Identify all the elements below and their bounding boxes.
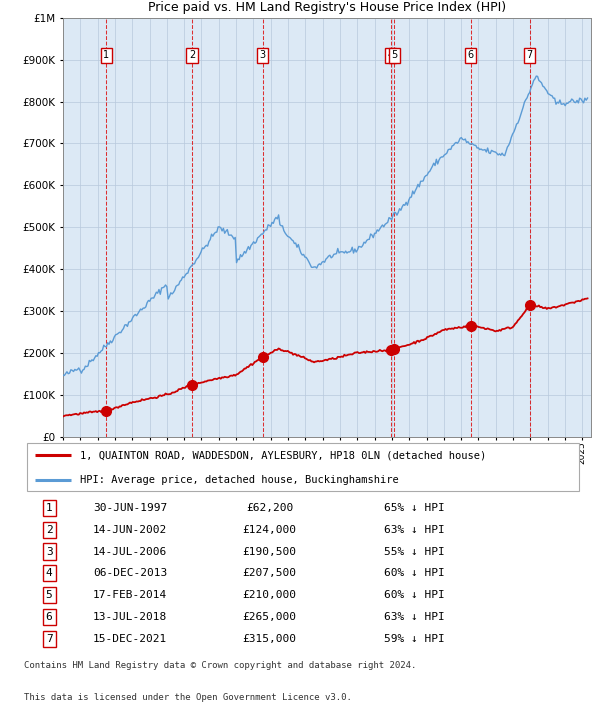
Text: 13-JUL-2018: 13-JUL-2018	[93, 612, 167, 622]
Text: HPI: Average price, detached house, Buckinghamshire: HPI: Average price, detached house, Buck…	[80, 475, 398, 485]
Text: 1: 1	[103, 50, 109, 60]
Text: 1: 1	[46, 503, 52, 513]
Text: £265,000: £265,000	[242, 612, 296, 622]
Text: 17-FEB-2014: 17-FEB-2014	[93, 590, 167, 600]
Title: 1, QUAINTON ROAD, WADDESDON, AYLESBURY, HP18 0LN
Price paid vs. HM Land Registry: 1, QUAINTON ROAD, WADDESDON, AYLESBURY, …	[145, 0, 509, 13]
Text: 3: 3	[260, 50, 266, 60]
Text: 3: 3	[46, 547, 52, 557]
Text: £124,000: £124,000	[242, 525, 296, 535]
Text: 60% ↓ HPI: 60% ↓ HPI	[384, 568, 445, 579]
Text: 2: 2	[46, 525, 52, 535]
Text: 14-JUL-2006: 14-JUL-2006	[93, 547, 167, 557]
Text: 60% ↓ HPI: 60% ↓ HPI	[384, 590, 445, 600]
FancyBboxPatch shape	[27, 443, 579, 491]
Text: 30-JUN-1997: 30-JUN-1997	[93, 503, 167, 513]
Text: 15-DEC-2021: 15-DEC-2021	[93, 634, 167, 644]
Text: 63% ↓ HPI: 63% ↓ HPI	[384, 525, 445, 535]
Text: 5: 5	[391, 50, 397, 60]
Text: Contains HM Land Registry data © Crown copyright and database right 2024.: Contains HM Land Registry data © Crown c…	[24, 661, 416, 670]
Text: 6: 6	[46, 612, 52, 622]
Text: £62,200: £62,200	[246, 503, 293, 513]
Text: £210,000: £210,000	[242, 590, 296, 600]
Text: This data is licensed under the Open Government Licence v3.0.: This data is licensed under the Open Gov…	[24, 693, 352, 702]
Text: 7: 7	[527, 50, 533, 60]
Text: 4: 4	[388, 50, 394, 60]
Text: 4: 4	[46, 568, 52, 579]
Text: 2: 2	[189, 50, 195, 60]
Text: £207,500: £207,500	[242, 568, 296, 579]
Text: 1, QUAINTON ROAD, WADDESDON, AYLESBURY, HP18 0LN (detached house): 1, QUAINTON ROAD, WADDESDON, AYLESBURY, …	[80, 450, 486, 460]
Text: 63% ↓ HPI: 63% ↓ HPI	[384, 612, 445, 622]
Text: £190,500: £190,500	[242, 547, 296, 557]
Text: 5: 5	[46, 590, 52, 600]
Text: £315,000: £315,000	[242, 634, 296, 644]
Text: 55% ↓ HPI: 55% ↓ HPI	[384, 547, 445, 557]
Text: 14-JUN-2002: 14-JUN-2002	[93, 525, 167, 535]
Text: 06-DEC-2013: 06-DEC-2013	[93, 568, 167, 579]
Text: 59% ↓ HPI: 59% ↓ HPI	[384, 634, 445, 644]
Text: 6: 6	[467, 50, 473, 60]
Text: 7: 7	[46, 634, 52, 644]
Text: 65% ↓ HPI: 65% ↓ HPI	[384, 503, 445, 513]
